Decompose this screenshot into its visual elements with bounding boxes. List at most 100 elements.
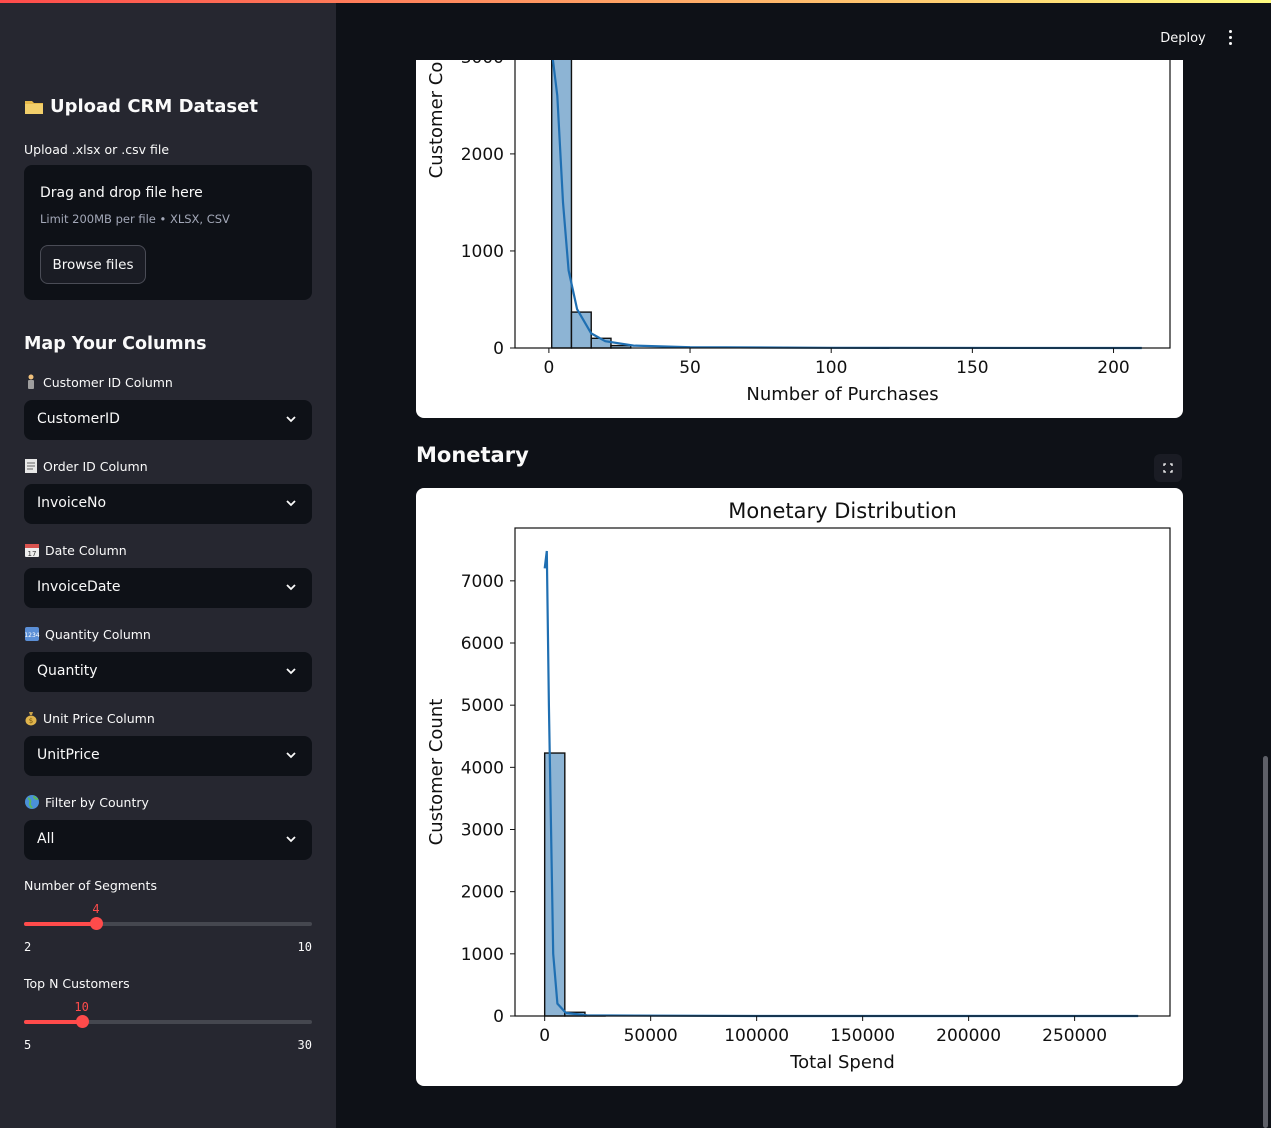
customer-id-label-text: Customer ID Column bbox=[43, 374, 173, 390]
dropzone-limit: Limit 200MB per file • XLSX, CSV bbox=[40, 212, 230, 226]
order-id-label-text: Order ID Column bbox=[43, 458, 148, 474]
receipt-icon bbox=[25, 459, 37, 473]
kde-line bbox=[543, 550, 1139, 1018]
calendar-icon: 17 bbox=[25, 544, 39, 558]
chevron-down-icon bbox=[286, 668, 296, 675]
browse-files-button[interactable]: Browse files bbox=[40, 245, 146, 284]
quantity-column-select[interactable]: Quantity bbox=[24, 652, 312, 692]
x-tick-label: 200000 bbox=[936, 1026, 1001, 1046]
x-tick-label: 0 bbox=[543, 358, 554, 378]
y-tick-label: 1000 bbox=[461, 242, 504, 262]
order-id-value: InvoiceNo bbox=[37, 495, 107, 511]
sidebar: Upload CRM Dataset Upload .xlsx or .csv … bbox=[0, 3, 336, 1128]
slider-track[interactable] bbox=[24, 1020, 312, 1024]
map-columns-title: Map Your Columns bbox=[24, 334, 207, 354]
y-tick-label: 0 bbox=[493, 339, 504, 359]
slider-fill bbox=[24, 1020, 82, 1024]
y-tick-label: 4000 bbox=[461, 758, 504, 778]
customer-id-label: Customer ID Column bbox=[24, 374, 173, 390]
segments-slider-max: 10 bbox=[297, 940, 312, 954]
slider-track[interactable] bbox=[24, 922, 312, 926]
country-filter-label: Filter by Country bbox=[24, 794, 149, 810]
plot-frame bbox=[514, 60, 1171, 349]
chevron-down-icon bbox=[286, 752, 296, 759]
y-tick-label: 0 bbox=[493, 1007, 504, 1027]
customer-id-value: CustomerID bbox=[37, 411, 120, 427]
x-tick-label: 50000 bbox=[624, 1026, 678, 1046]
svg-text:17: 17 bbox=[28, 550, 37, 558]
money-bag-icon: $ bbox=[25, 712, 37, 726]
segments-slider-label: Number of Segments bbox=[24, 878, 157, 893]
kebab-menu-icon[interactable] bbox=[1222, 26, 1240, 48]
upload-title: Upload CRM Dataset bbox=[24, 96, 258, 117]
y-tick-label: 3000 bbox=[461, 821, 504, 841]
y-tick-label: 5000 bbox=[461, 696, 504, 716]
segments-slider[interactable]: 4 2 10 bbox=[24, 902, 312, 954]
y-tick-label: 2000 bbox=[461, 883, 504, 903]
x-axis-label: Total Spend bbox=[789, 1052, 895, 1073]
unit-price-value: UnitPrice bbox=[37, 747, 100, 763]
file-dropzone[interactable]: Drag and drop file here Limit 200MB per … bbox=[24, 165, 312, 300]
upload-title-text: Upload CRM Dataset bbox=[50, 96, 258, 117]
top-n-slider-label: Top N Customers bbox=[24, 976, 130, 991]
slider-fill bbox=[24, 922, 96, 926]
unit-price-label: $ Unit Price Column bbox=[24, 710, 155, 726]
unit-price-label-text: Unit Price Column bbox=[43, 710, 155, 726]
x-tick-label: 250000 bbox=[1042, 1026, 1107, 1046]
x-tick-label: 50 bbox=[679, 358, 701, 378]
y-axis-label: Customer Co bbox=[426, 62, 447, 179]
date-column-value: InvoiceDate bbox=[37, 579, 121, 595]
x-tick-label: 150000 bbox=[830, 1026, 895, 1046]
order-id-select[interactable]: InvoiceNo bbox=[24, 484, 312, 524]
chevron-down-icon bbox=[286, 416, 296, 423]
top-decoration-bar bbox=[0, 0, 1271, 3]
svg-text:$: $ bbox=[29, 717, 33, 725]
date-column-label-text: Date Column bbox=[45, 542, 127, 558]
customer-id-select[interactable]: CustomerID bbox=[24, 400, 312, 440]
globe-icon bbox=[25, 795, 39, 809]
y-tick-label: 2000 bbox=[461, 145, 504, 165]
order-id-label: Order ID Column bbox=[24, 458, 148, 474]
unit-price-select[interactable]: UnitPrice bbox=[24, 736, 312, 776]
dropzone-title: Drag and drop file here bbox=[40, 185, 203, 201]
top-n-slider-min: 5 bbox=[24, 1038, 32, 1052]
date-column-label: 17 Date Column bbox=[24, 542, 127, 558]
monetary-heading: Monetary bbox=[416, 443, 529, 467]
chart-title: Monetary Distribution bbox=[728, 499, 957, 523]
upload-label: Upload .xlsx or .csv file bbox=[24, 142, 170, 157]
quantity-column-label-text: Quantity Column bbox=[45, 626, 151, 642]
folder-icon bbox=[25, 100, 43, 114]
quantity-column-label: 1234 Quantity Column bbox=[24, 626, 151, 642]
monetary-histogram: 0 50000 100000 150000 200000 250000 0 1000 2000 3… bbox=[426, 499, 1171, 1073]
top-n-slider[interactable]: 10 5 30 bbox=[24, 1000, 312, 1052]
y-tick-label: 7000 bbox=[461, 572, 504, 592]
segments-slider-min: 2 bbox=[24, 940, 32, 954]
kde-line bbox=[551, 60, 1142, 350]
country-filter-value: All bbox=[37, 831, 55, 847]
x-tick-label: 150 bbox=[956, 358, 988, 378]
x-tick-label: 100000 bbox=[724, 1026, 789, 1046]
y-tick-label: 6000 bbox=[461, 634, 504, 654]
slider-thumb[interactable] bbox=[75, 1015, 89, 1028]
chevron-down-icon bbox=[286, 584, 296, 591]
fullscreen-icon[interactable] bbox=[1154, 454, 1182, 482]
x-tick-label: 200 bbox=[1097, 358, 1129, 378]
country-filter-label-text: Filter by Country bbox=[45, 794, 149, 810]
country-filter-select[interactable]: All bbox=[24, 820, 312, 860]
histogram-bar-0 bbox=[551, 60, 573, 349]
y-tick-label: 1000 bbox=[461, 945, 504, 965]
y-axis-label: Customer Count bbox=[426, 699, 447, 846]
x-tick-label: 0 bbox=[539, 1026, 550, 1046]
slider-thumb[interactable] bbox=[90, 917, 103, 930]
svg-text:1234: 1234 bbox=[24, 632, 39, 639]
numbers-icon: 1234 bbox=[24, 627, 40, 641]
page-scrollbar[interactable] bbox=[1263, 756, 1268, 1128]
x-axis-label: Number of Purchases bbox=[746, 384, 938, 405]
plot-frame bbox=[514, 527, 1171, 1017]
top-n-slider-value: 10 bbox=[74, 1000, 89, 1014]
person-icon bbox=[28, 374, 34, 389]
date-column-select[interactable]: InvoiceDate bbox=[24, 568, 312, 608]
x-tick-label: 100 bbox=[815, 358, 847, 378]
chevron-down-icon bbox=[286, 836, 296, 843]
deploy-button[interactable]: Deploy bbox=[1152, 27, 1214, 49]
